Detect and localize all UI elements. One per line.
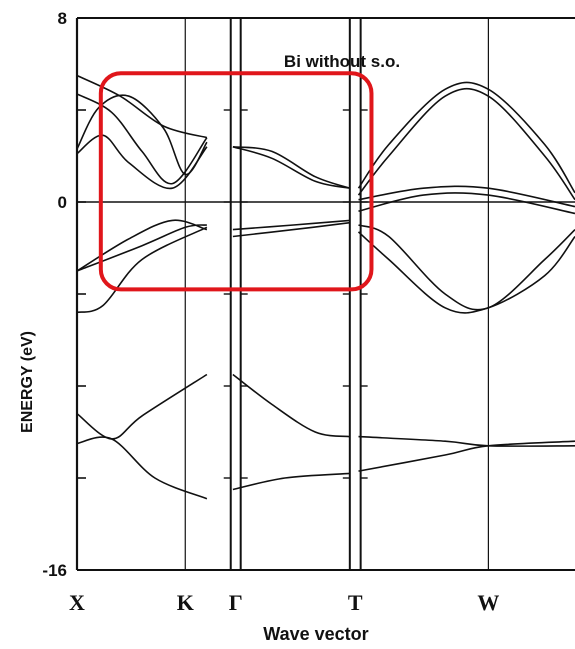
band-line [76,226,208,314]
band-line [357,231,575,314]
k-point-label: K [177,590,194,615]
highlight-layer [98,71,374,292]
band-line [232,146,351,189]
band-line [76,94,208,176]
k-point-label: X [69,590,85,615]
band-line [232,373,350,438]
band-line [76,436,208,500]
bands-layer [76,74,575,500]
band-line [357,81,575,194]
k-point-label: T [348,590,363,615]
band-line [232,146,350,189]
band-line [358,224,575,311]
band-line [358,185,575,208]
y-axis-label: ENERGY (eV) [19,331,36,433]
band-line [76,224,207,272]
k-point-label: W [477,590,499,615]
y-tick-label: 8 [58,9,67,28]
band-line [76,373,208,440]
highlight-box [98,71,374,292]
band-line [358,435,575,447]
band-line [232,472,350,491]
y-tick-label: -16 [42,561,67,580]
x-axis-label: Wave vector [263,624,368,644]
frame-layer [75,17,575,571]
band-line [357,87,575,201]
label-layer: Bi without s.o. Wave vector ENERGY (eV) … [19,9,499,644]
k-point-label: Γ [229,590,243,615]
chart-title: Bi without s.o. [284,52,400,71]
band-line [358,440,575,472]
y-tick-label: 0 [58,193,67,212]
band-line [232,221,350,238]
band-line [76,134,208,190]
band-line [76,74,208,139]
band-line [232,219,350,231]
